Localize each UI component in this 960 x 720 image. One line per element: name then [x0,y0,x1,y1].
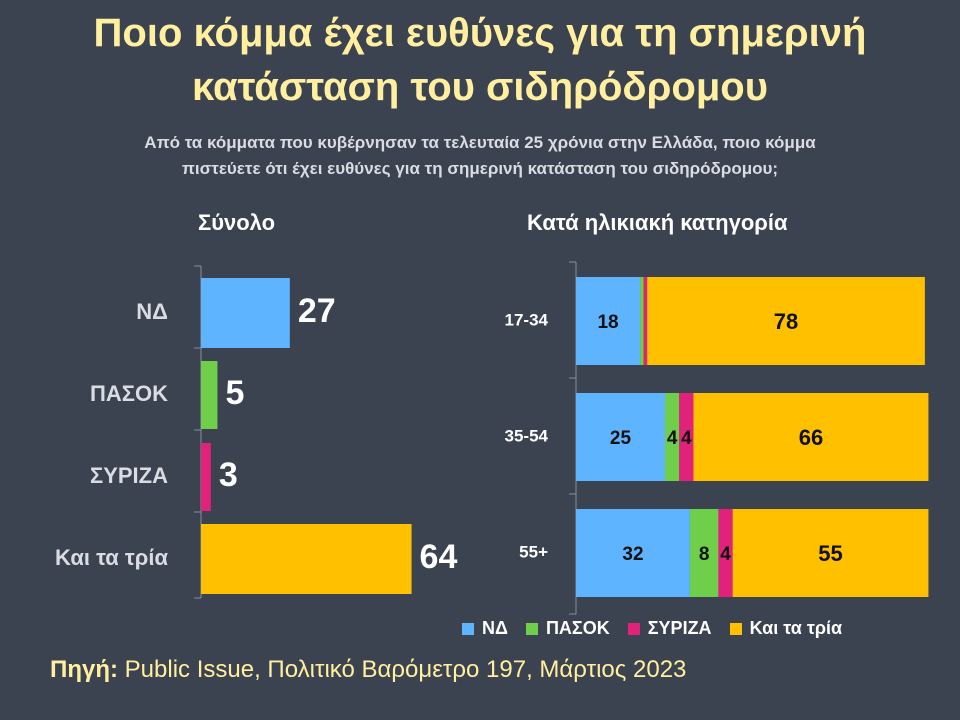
chart-title: Ποιο κόμμα έχει ευθύνες για τη σημερινή … [0,6,960,114]
legend-item-syriza: ΣΥΡΙΖΑ [627,618,712,639]
age-category-label-35-54: 35-54 [505,426,549,445]
legend-swatch-nd [462,622,474,635]
legend-item-nd: ΝΔ [462,618,508,639]
source-label: Πηγή: [50,656,118,683]
legend-swatch-syriza [627,622,640,635]
total-category-label-συριζα: ΣΥΡΙΖΑ [90,463,168,488]
source-text: Public Issue, Πολιτικό Βαρόμετρο 197, Μά… [124,656,687,683]
source-note: Πηγή: Public Issue, Πολιτικό Βαρόμετρο 1… [50,656,686,684]
age-bar-segment-55-συριζα [718,509,733,597]
age-value-label-35-54-και-τα-τρία: 66 [799,425,823,450]
legend-swatch-all-three [729,622,742,635]
subtitle-line2: πιστεύετε ότι έχει ευθύνες για τη σημερι… [181,159,779,178]
chart-subtitle: Από τα κόμματα που κυβέρνησαν τα τελευτα… [20,130,940,182]
age-value-label-55-συριζα: 4 [720,544,731,565]
total-category-label-και-τα-τρία: Και τα τρία [55,545,169,570]
age-value-label-17-34-νδ: 18 [597,312,618,333]
total-value-label-πασοκ: 5 [225,374,244,412]
legend-label-nd: ΝΔ [482,618,508,638]
age-chart-title: Κατά ηλικιακή κατηγορία [527,210,788,235]
total-bar-συριζα [201,443,211,511]
age-bar-segment-17-34-πασοκ [640,277,644,365]
total-value-label-και-τα-τρία: 64 [420,538,458,576]
age-category-label-17-34: 17-34 [505,310,549,329]
total-category-label-πασοκ: ΠΑΣΟΚ [90,381,168,406]
legend-label-pasok: ΠΑΣΟΚ [545,618,610,638]
age-bar-segment-17-34-νδ [576,277,641,365]
legend-item-all-three: Και τα τρία [729,618,843,639]
age-bar-segment-35-54-πασοκ [665,393,680,481]
age-value-label-55-πασοκ: 8 [699,544,710,565]
total-bar-πασοκ [201,361,218,429]
age-bar-segment-55-πασοκ [689,509,719,597]
chart-title-line1: Ποιο κόμμα έχει ευθύνες για τη σημερινή [93,11,867,55]
age-value-label-35-54-συριζα: 4 [681,428,692,449]
age-category-label-55: 55+ [519,542,548,561]
total-value-label-συριζα: 3 [219,456,238,494]
age-bar-segment-35-54-νδ [576,393,665,481]
age-bar-segment-35-54-και-τα-τρία [693,393,929,481]
total-bar-και-τα-τρία [201,524,412,594]
total-chart-title: Σύνολο [198,210,276,235]
legend-item-pasok: ΠΑΣΟΚ [525,618,610,639]
age-value-label-35-54-νδ: 25 [610,428,632,449]
age-value-label-55-νδ: 32 [622,544,643,565]
age-bar-segment-55-νδ [576,509,690,597]
age-value-label-17-34-και-τα-τρία: 78 [774,309,798,334]
age-value-label-35-54-πασοκ: 4 [667,428,678,449]
age-bar-segment-35-54-συριζα [679,393,694,481]
legend-label-syriza: ΣΥΡΙΖΑ [647,618,712,638]
chart-title-line2: κατάσταση του σιδηρόδρομου [191,65,769,109]
subtitle-line1: Από τα κόμματα που κυβέρνησαν τα τελευτα… [144,133,816,152]
legend: ΝΔ ΠΑΣΟΚ ΣΥΡΙΖΑ Και τα τρία [462,618,860,639]
legend-label-all-three: Και τα τρία [749,618,843,638]
total-bar-νδ [201,278,290,348]
age-bar-segment-17-34-συριζα [643,277,648,365]
total-category-label-νδ: ΝΔ [136,299,168,324]
total-value-label-νδ: 27 [298,292,336,330]
age-value-label-55-και-τα-τρία: 55 [818,541,842,566]
age-bar-segment-17-34-και-τα-τρία [647,277,925,365]
legend-swatch-pasok [525,622,538,635]
age-bar-segment-55-και-τα-τρία [732,509,929,597]
